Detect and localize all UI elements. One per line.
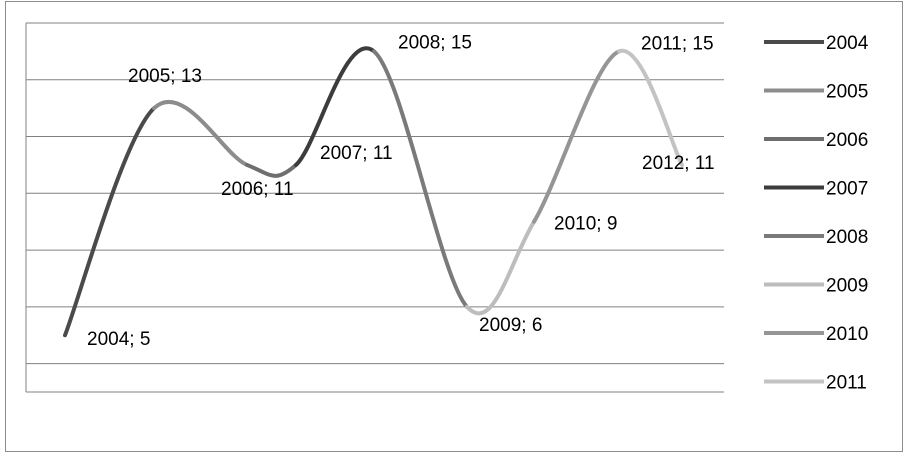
series-lines (63, 46, 684, 338)
legend-label: 2011 (826, 373, 867, 394)
data-label: 2008; 15 (398, 32, 472, 53)
series-line-2008 (372, 49, 469, 309)
series-line-2011 (617, 49, 684, 167)
data-labels: 2004; 5 2005; 13 2006; 11 2007; 11 2008; 15 2… (87, 32, 715, 350)
line-chart: 2004; 5 2005; 13 2006; 11 2007; 11 2008; 15 2… (25, 22, 869, 394)
data-label: 2007; 11 (320, 143, 393, 164)
data-label: 2006; 11 (221, 179, 294, 200)
series-line-2009 (465, 219, 536, 316)
gridlines (25, 22, 724, 393)
legend: 2004 2005 2006 2007 2008 2009 2010 2011 (764, 33, 869, 394)
series-line-2006 (245, 162, 298, 178)
data-label: 2005; 13 (128, 66, 202, 87)
legend-label: 2004 (826, 33, 869, 54)
legend-label: 2010 (826, 324, 868, 345)
chart-frame: 2004; 5 2005; 13 2006; 11 2007; 11 2008; 15 2… (5, 1, 903, 452)
data-label: 2004; 5 (87, 329, 150, 350)
legend-label: 2009 (826, 276, 868, 297)
legend-label: 2005 (826, 82, 868, 103)
legend-label: 2008 (826, 227, 868, 248)
data-label: 2010; 9 (554, 214, 617, 235)
legend-label: 2007 (826, 179, 868, 200)
series-line-2004 (63, 106, 156, 338)
data-label: 2011; 15 (641, 33, 714, 54)
data-label: 2009; 6 (479, 315, 542, 336)
series-line-2005 (152, 99, 249, 167)
data-label: 2012; 11 (642, 153, 715, 174)
series-line-2010 (532, 49, 621, 224)
series-line-2007 (294, 46, 376, 167)
legend-label: 2006 (826, 130, 868, 151)
